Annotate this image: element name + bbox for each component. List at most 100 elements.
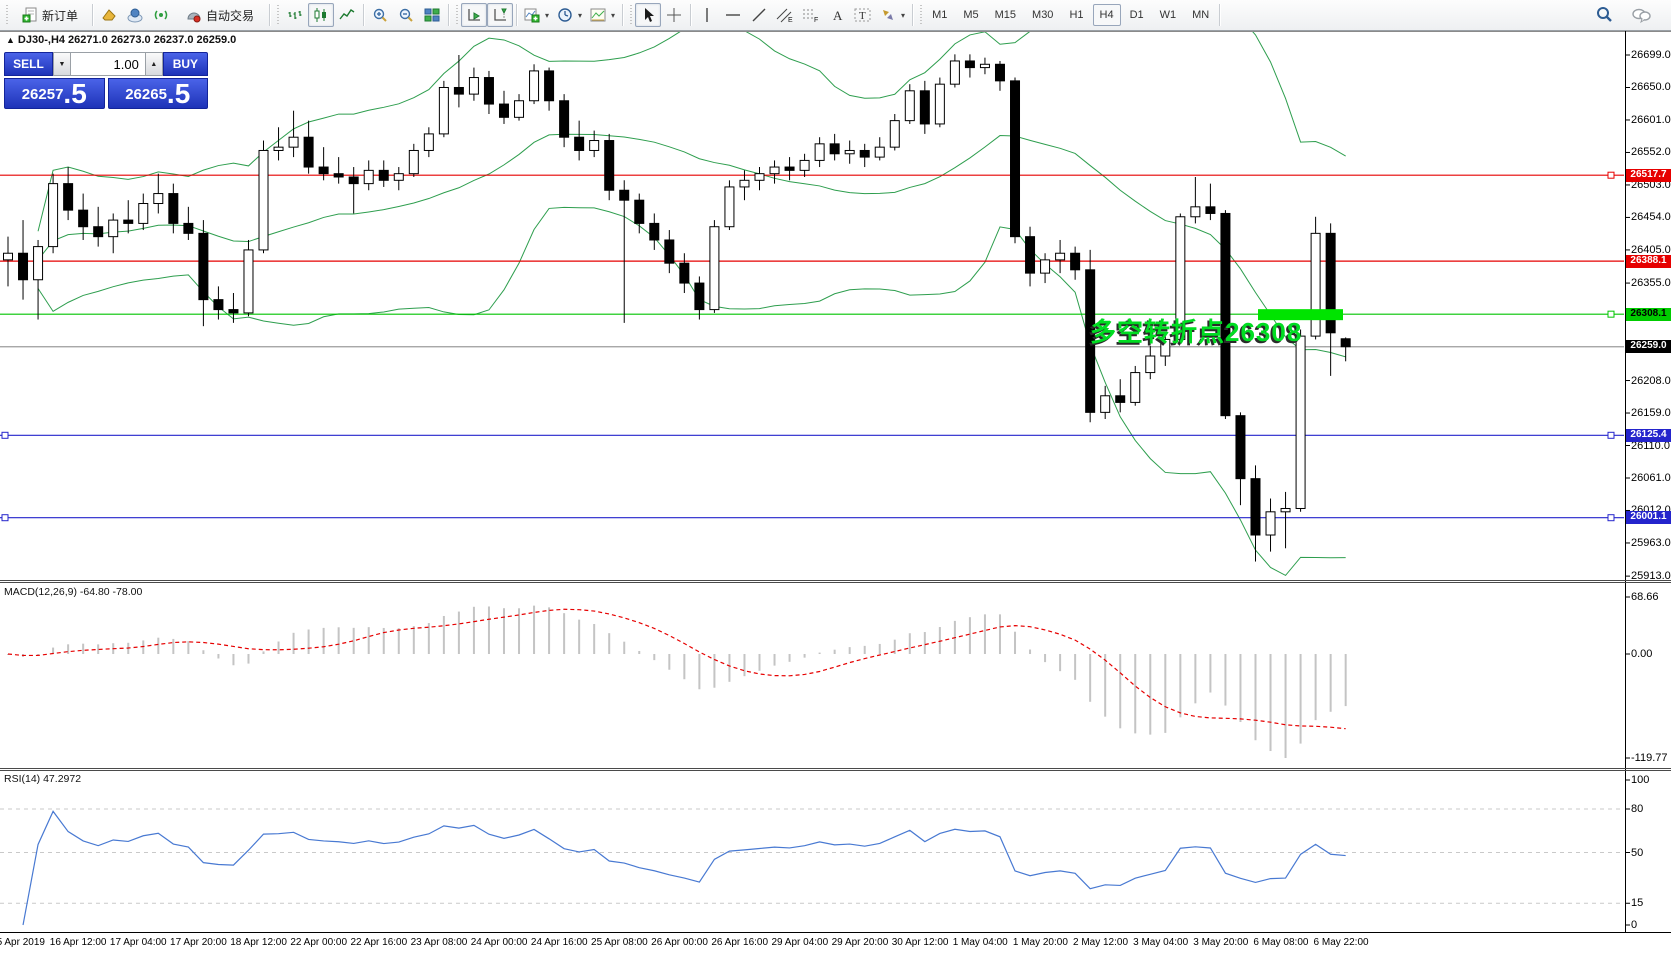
- equidistant-channel-icon: E: [776, 7, 794, 23]
- toolbar-separator: [1219, 4, 1221, 26]
- line-chart-button[interactable]: [334, 3, 360, 27]
- svg-text:A: A: [833, 8, 843, 23]
- sell-button[interactable]: SELL: [4, 52, 53, 76]
- arrows-button[interactable]: ▾: [876, 3, 909, 27]
- macd-label: MACD(12,26,9) -64.80 -78.00: [4, 586, 143, 598]
- tile-windows-button[interactable]: [419, 3, 445, 27]
- timeframe-w1[interactable]: W1: [1153, 4, 1184, 26]
- sell-price[interactable]: 26257.5: [4, 78, 105, 109]
- price-tick: 26110.0: [1631, 439, 1670, 452]
- toolbar-grip: [4, 5, 9, 25]
- price-tick: 26601.0: [1631, 113, 1671, 126]
- macd-scale-label: 68.66: [1631, 591, 1659, 603]
- text-label-icon: T: [854, 7, 872, 23]
- timeframe-mn[interactable]: MN: [1185, 4, 1216, 26]
- community-button[interactable]: [122, 3, 148, 27]
- periods-button[interactable]: ▾: [553, 3, 586, 27]
- time-axis-label: 15 Apr 2019: [0, 937, 45, 948]
- time-axis-label: 3 May 04:00: [1133, 937, 1189, 948]
- price-tick: 26503.0: [1631, 178, 1671, 191]
- buy-price[interactable]: 26265.5: [107, 78, 208, 109]
- text-label-button[interactable]: T: [850, 3, 876, 27]
- time-axis-label: 6 May 22:00: [1313, 937, 1369, 948]
- text-icon: A: [830, 7, 844, 23]
- indicators-button[interactable]: ▾: [520, 3, 553, 27]
- fibonacci-button[interactable]: F: [798, 3, 824, 27]
- signals-icon: [153, 7, 169, 23]
- crosshair-button[interactable]: [661, 3, 687, 27]
- time-axis-label: 23 Apr 08:00: [410, 937, 468, 948]
- annotation-text: 多空转折点26308: [1090, 317, 1303, 347]
- wizard-icon: [101, 7, 117, 23]
- time-axis-label: 29 Apr 20:00: [831, 937, 889, 948]
- timeframe-h4[interactable]: H4: [1092, 4, 1121, 26]
- one-click-trading-panel: SELL ▼ 1.00 ▲ BUY 26257.5 26265.5: [4, 52, 208, 109]
- volume-decrease-button[interactable]: ▼: [52, 52, 71, 76]
- time-axis-label: 26 Apr 16:00: [711, 937, 769, 948]
- vertical-line-button[interactable]: [694, 3, 720, 27]
- auto-scroll-button[interactable]: [461, 3, 487, 27]
- trendline-button[interactable]: [746, 3, 772, 27]
- volume-input[interactable]: 1.00: [70, 52, 145, 76]
- timeframe-m5[interactable]: M5: [956, 4, 985, 26]
- rsi-scale-label: 50: [1631, 846, 1644, 859]
- new-order-icon: [22, 7, 38, 23]
- community-icon: [127, 7, 144, 23]
- templates-button[interactable]: ▾: [586, 3, 619, 27]
- toolbar-grip: [275, 5, 280, 25]
- chat-button[interactable]: [1627, 3, 1655, 27]
- signals-button[interactable]: [148, 3, 174, 27]
- time-axis-label: 22 Apr 00:00: [290, 937, 348, 948]
- toolbar-separator: [516, 4, 517, 26]
- zoom-out-button[interactable]: [393, 3, 419, 27]
- timeframe-m30[interactable]: M30: [1025, 4, 1060, 26]
- rsi-scale-label: 0: [1631, 919, 1638, 931]
- chart-shift-icon: [492, 7, 508, 23]
- macd-scale-label: 0.00: [1631, 648, 1653, 660]
- horizontal-line-button[interactable]: [720, 3, 746, 27]
- toolbar-separator: [690, 4, 692, 26]
- price-badge: 26517.7: [1626, 168, 1671, 182]
- trade-panel-top-row: SELL ▼ 1.00 ▲ BUY: [4, 52, 208, 76]
- toolbar-separator: [912, 4, 914, 26]
- autotrading-button[interactable]: 自动交易: [174, 3, 266, 27]
- timeframe-d1[interactable]: D1: [1123, 4, 1151, 26]
- trendline-icon: [751, 7, 767, 23]
- cursor-icon: [641, 7, 655, 23]
- timeframe-h1[interactable]: H1: [1062, 4, 1090, 26]
- dropdown-caret-icon: ▾: [578, 10, 583, 20]
- rsi-scale-label: 15: [1631, 897, 1644, 910]
- text-button[interactable]: A: [824, 3, 850, 27]
- periods-icon: [557, 7, 573, 23]
- chart-title: ▲ DJ30-,H4 26271.0 26273.0 26237.0 26259.…: [6, 34, 236, 46]
- timeframe-m15[interactable]: M15: [988, 4, 1023, 26]
- time-axis-label: 24 Apr 00:00: [470, 937, 528, 948]
- zoom-in-button[interactable]: [367, 3, 393, 27]
- timeframe-m1[interactable]: M1: [925, 4, 954, 26]
- search-button[interactable]: [1591, 3, 1617, 27]
- bar-chart-button[interactable]: [282, 3, 308, 27]
- wizard-button[interactable]: [96, 3, 122, 27]
- cursor-button[interactable]: [635, 3, 662, 27]
- toolbar-separator: [363, 4, 364, 26]
- rsi-label: RSI(14) 47.2972: [4, 773, 82, 785]
- equidistant-channel-button[interactable]: E: [772, 3, 798, 27]
- candlestick-chart-button[interactable]: [308, 3, 334, 27]
- time-axis-label: 29 Apr 04:00: [771, 937, 829, 948]
- fibonacci-icon: F: [802, 7, 820, 23]
- price-tick: 26208.0: [1631, 374, 1671, 387]
- time-axis-label: 6 May 08:00: [1253, 937, 1309, 948]
- volume-increase-button[interactable]: ▲: [144, 52, 163, 76]
- toolbar-separator: [92, 4, 93, 26]
- svg-text:T: T: [859, 10, 866, 22]
- dropdown-caret-icon: ▾: [545, 10, 550, 20]
- chart-shift-button[interactable]: [487, 3, 513, 27]
- new-order-button[interactable]: 新订单: [11, 3, 89, 27]
- rsi-scale-label: 100: [1631, 774, 1650, 786]
- buy-button[interactable]: BUY: [162, 52, 208, 76]
- time-axis-label: 25 Apr 08:00: [591, 937, 648, 948]
- indicators-icon: [524, 7, 540, 23]
- price-tick: 26699.0: [1631, 49, 1671, 61]
